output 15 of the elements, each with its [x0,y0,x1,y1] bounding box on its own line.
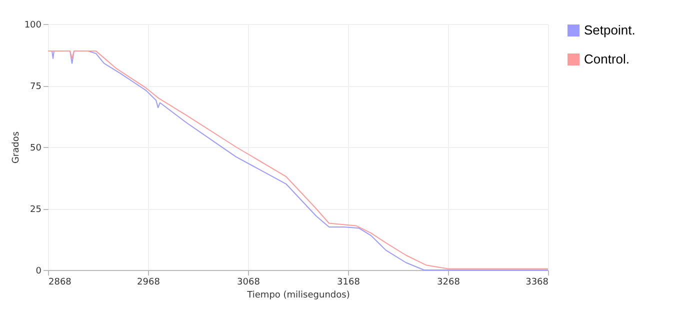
x-tick-label: 2868 [48,278,72,288]
y-tick-label: 50 [30,144,42,154]
legend-label: Control. [584,52,630,66]
x-axis-title: Tiempo (milisegundos) [246,290,350,300]
legend-label: Setpoint. [584,22,636,38]
y-tick-label: 100 [24,20,42,30]
x-tick-label: 2968 [137,278,160,288]
y-tick-label: 75 [30,82,42,92]
x-tick-label: 3268 [437,278,460,288]
x-tick-label: 3068 [237,278,260,288]
y-tick-label: 0 [36,266,42,276]
y-axis-title: Grados [11,131,22,164]
x-tick-label: 3168 [337,278,360,288]
y-tick-label: 25 [30,205,42,215]
x-tick-label: 3368 [526,278,549,288]
